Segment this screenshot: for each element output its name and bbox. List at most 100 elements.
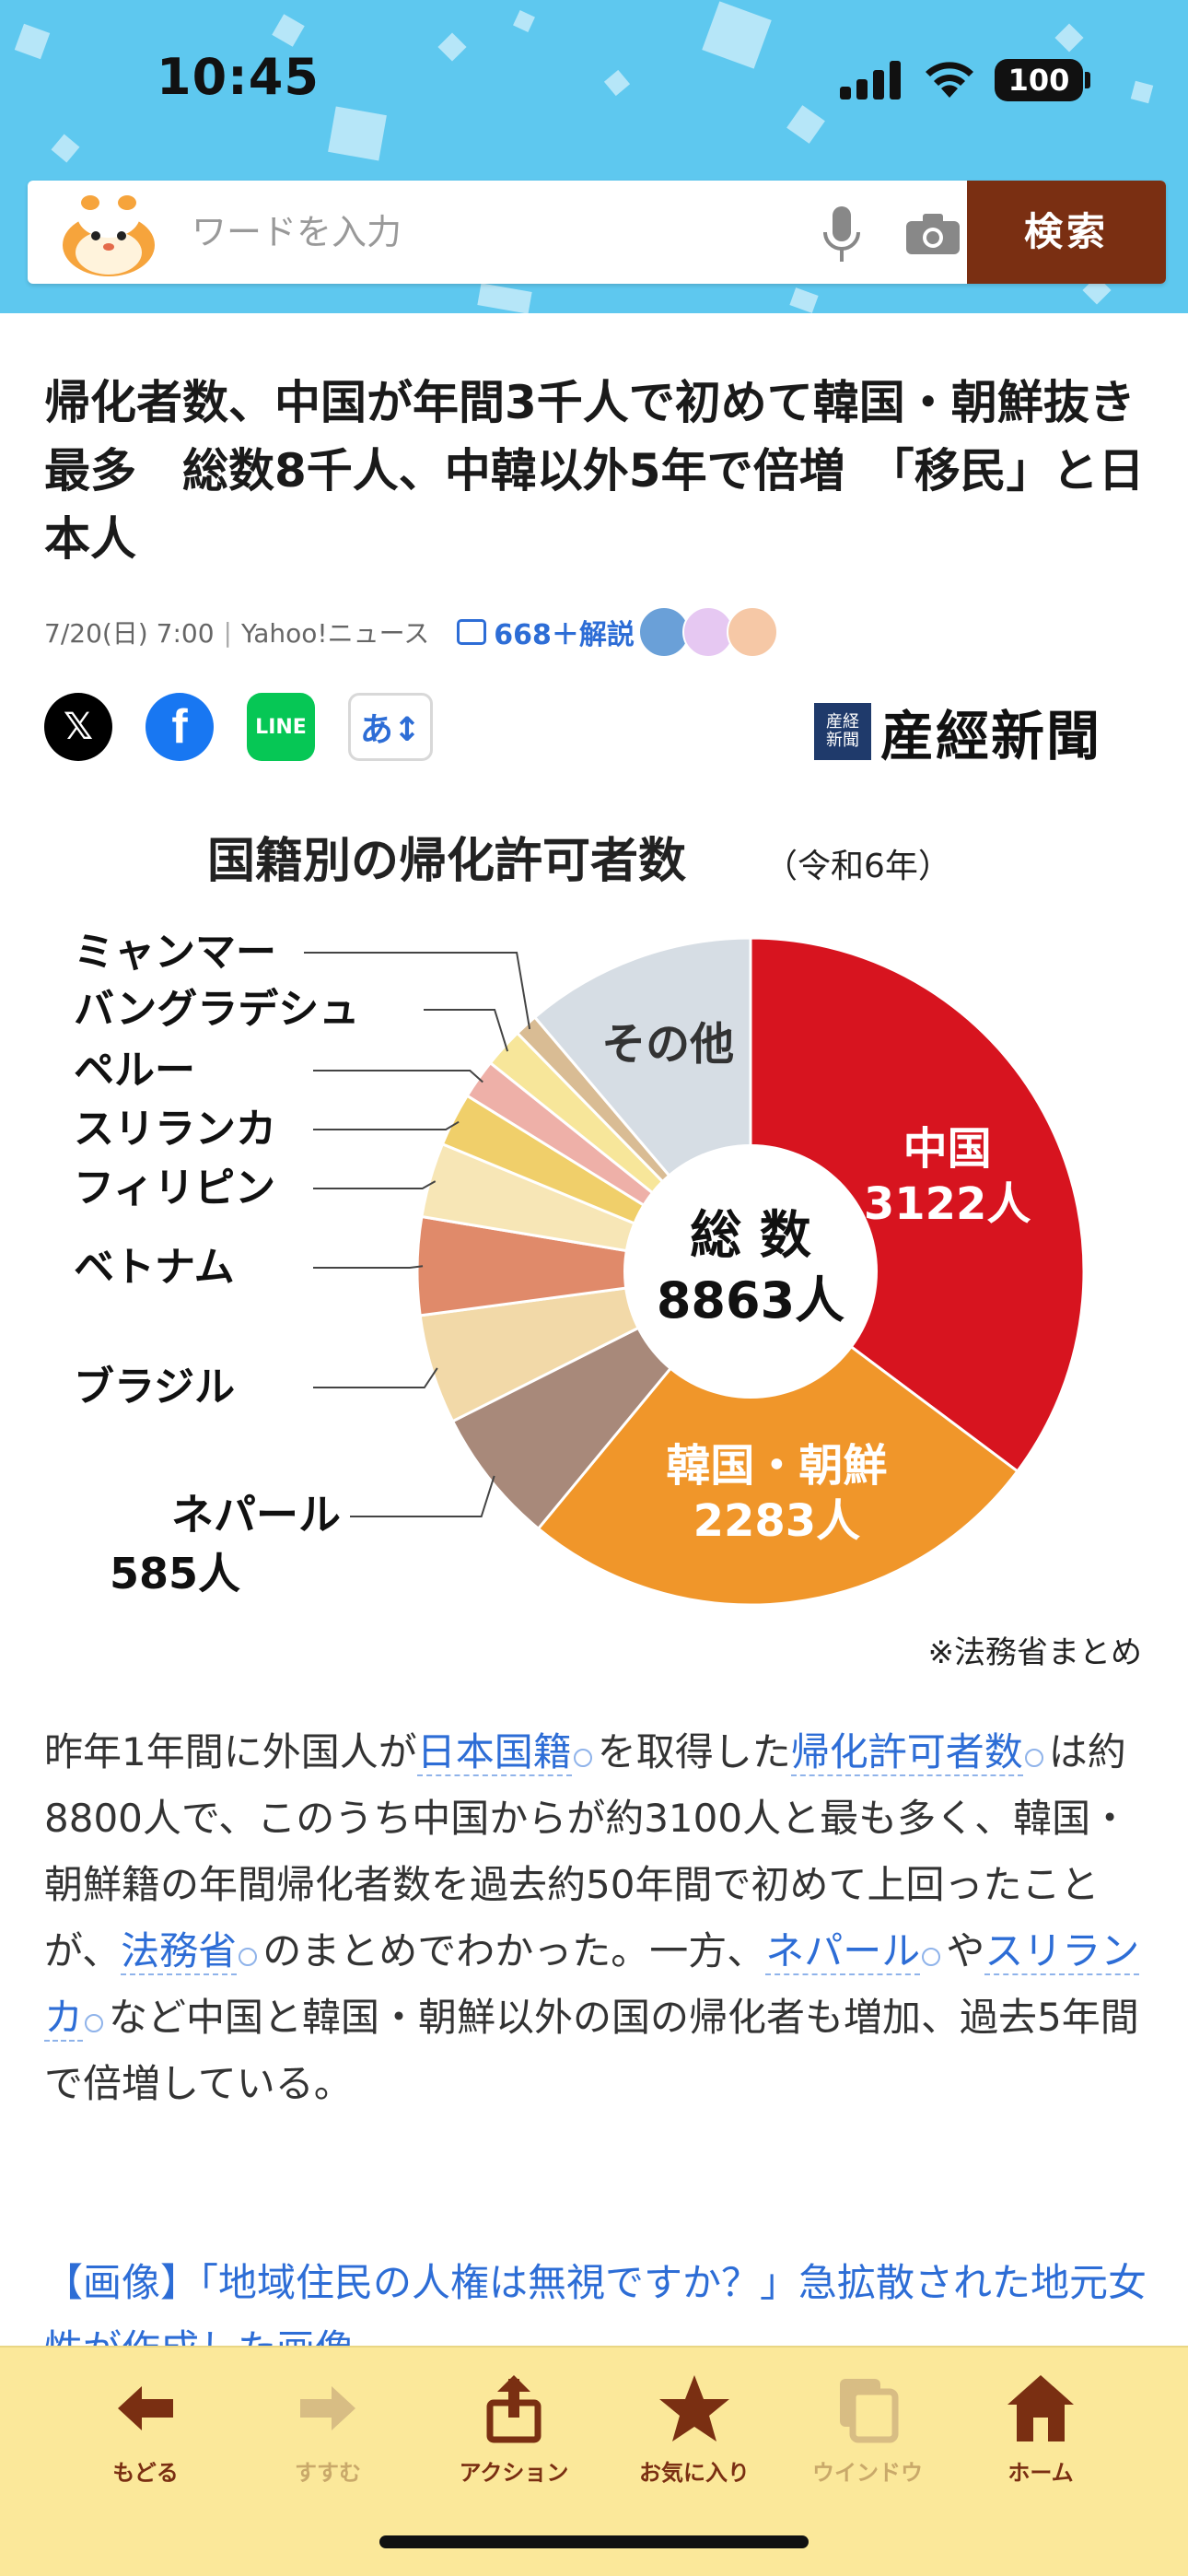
slice-label: 韓国・朝鮮 [666,1440,887,1492]
home-icon [1007,2375,1074,2441]
search-button[interactable]: 検索 [967,181,1166,284]
microphone-icon[interactable] [818,205,866,265]
camera-icon[interactable] [904,212,961,256]
window-label: ウインドウ [812,2460,923,2486]
keyword-link[interactable]: 日本国籍 [416,1729,572,1776]
chart-title: 国籍別の帰化許可者数 [207,834,686,889]
comment-icon [457,619,487,645]
pie-center-hole [623,1144,878,1399]
comments-count: 668＋解説 [494,619,635,651]
publisher-name: 産經新聞 [880,705,1102,767]
share-line-button[interactable]: LINE [247,693,315,761]
leader-line [424,1009,509,1052]
article-date: 7/20(日) 7:00 [44,618,215,649]
slice-label: ミャンマー [74,929,276,976]
back-button[interactable]: もどる [72,2371,219,2487]
battery-tip [1085,72,1090,88]
slice-value-label: 3122人 [864,1178,1031,1230]
pie-slice [749,936,1086,1473]
pie-chart[interactable]: 国籍別の帰化許可者数 （令和6年） 総 数 8863人 中国 3122人韓国・朝鮮… [37,811,1151,1677]
pie-chart-svg: 国籍別の帰化許可者数 （令和6年） 総 数 8863人 中国3122人韓国・朝鮮… [74,834,1143,1671]
leader-line [313,1265,424,1269]
back-label: もどる [112,2460,179,2486]
commenter-avatars[interactable] [637,606,778,658]
leader-line [313,1367,438,1388]
forward-button[interactable]: すすむ [254,2371,402,2487]
body-text: は約8800人で、このうち中国からが約3100人と最も多く、韓国・朝鮮籍の年間帰… [44,1729,1130,1973]
leader-line [313,1180,437,1189]
app-header: 10:45 100 [0,0,1188,313]
search-icon[interactable] [1024,1749,1043,1767]
slice-label: ベトナム [74,1244,235,1291]
home-label: ホーム [1007,2460,1074,2486]
body-text: 昨年1年間に外国人が [44,1729,417,1774]
forward-label: すすむ [295,2460,361,2486]
action-label: アクション [459,2460,569,2486]
status-time: 10:45 [157,48,320,106]
share-facebook-button[interactable]: f [146,693,214,761]
pie-slice [536,1269,1019,1607]
star-icon [659,2375,729,2441]
body-text: を取得した [597,1729,791,1774]
slice-label: ネパール [171,1490,341,1540]
search-icon[interactable] [85,2014,104,2032]
publisher-logo[interactable]: 産経 新聞 産經新聞 [814,693,1101,770]
leader-line [313,1120,460,1130]
leader-line [350,1475,495,1517]
share-x-button[interactable]: 𝕏 [44,693,112,761]
slice-label: 中国 [903,1123,992,1175]
favorites-button[interactable]: お気に入り [621,2371,768,2487]
search-input[interactable] [192,201,799,263]
back-arrow-icon [118,2386,173,2430]
home-indicator [379,2535,809,2548]
keyword-link[interactable]: ネパール [765,1928,921,1975]
slice-label: フィリピン [74,1165,275,1212]
favorites-label: お気に入り [639,2460,750,2486]
share-row: 𝕏 f LINE あ↕ [44,693,466,761]
center-value: 8863人 [657,1271,844,1329]
battery-indicator: 100 [995,59,1083,101]
search-icon[interactable] [922,1948,941,1966]
chart-source-note: ※法務省まとめ [928,1634,1143,1671]
keyword-link[interactable]: スリランカ [44,1928,1140,2042]
slice-value-label: 585人 [110,1549,240,1598]
share-action-icon [486,2375,542,2443]
meta-divider: | [223,616,232,648]
body-text: や [946,1928,985,1973]
article-headline: 帰化者数、中国が年間3千人で初めて韓国・朝鮮抜き最多 総数8千人、中韓以外5年で… [44,376,1145,566]
search-icon[interactable] [239,1948,258,1966]
keyword-link[interactable]: 法務省 [121,1928,238,1975]
comments-link[interactable]: 668＋解説 [457,612,635,652]
center-label: 総 数 [690,1206,811,1266]
slice-label: バングラデシュ [74,986,359,1033]
avatar [681,606,734,658]
leader-line [304,952,531,1030]
action-button[interactable]: アクション [440,2371,588,2487]
window-button[interactable]: ウインドウ [794,2371,941,2487]
search-icon[interactable] [573,1749,592,1767]
slice-label: スリランカ [74,1106,276,1153]
article-source: Yahoo!ニュース [240,618,430,649]
cellular-signal-icon [840,61,904,100]
chart-subtitle: （令和6年） [764,848,951,885]
article-meta: 7/20(日) 7:00 | Yahoo!ニュース 668＋解説 [44,604,778,660]
slice-value-label: 2283人 [693,1495,861,1547]
body-text: など中国と韓国・朝鮮以外の国の帰化者も増加、過去5年間で倍増している。 [44,1995,1139,2106]
avatar [726,606,778,658]
home-button[interactable]: ホーム [967,2371,1114,2487]
forward-arrow-icon [300,2386,355,2430]
windows-icon [840,2379,899,2443]
slice-label: ペルー [74,1047,195,1094]
search-bar: 検索 [28,181,1166,284]
slice-label: ブラジル [74,1364,235,1411]
keyword-link[interactable]: 帰化許可者数 [790,1729,1023,1776]
wifi-icon [926,62,973,98]
slice-label: その他 [601,1018,734,1070]
mascot-logo-icon[interactable] [53,188,162,280]
font-size-button[interactable]: あ↕ [348,693,433,761]
leader-line [313,1070,483,1083]
publisher-mark: 産経 新聞 [814,703,871,760]
status-bar: 10:45 100 [0,0,1188,157]
body-text: のまとめでわかった。一方、 [262,1928,766,1973]
